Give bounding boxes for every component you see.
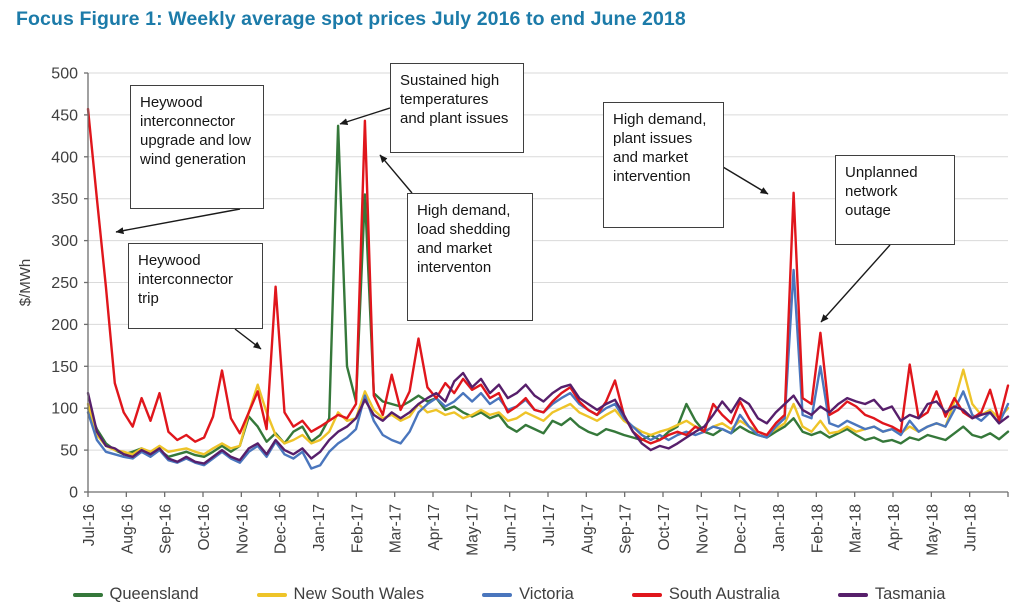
- legend-item-tasmania: Tasmania: [837, 585, 946, 604]
- y-axis-tick-label: 450: [51, 107, 78, 124]
- chart-axes: [84, 72, 1009, 497]
- y-axis-tick-label: 50: [60, 443, 78, 460]
- x-axis-tick-label: Jun-18: [963, 504, 980, 551]
- x-axis-tick-label: Jan-18: [771, 504, 788, 551]
- annotation-heywood-trip: Heywood interconnector trip: [128, 243, 263, 329]
- x-axis-tick-label: May-18: [924, 504, 941, 556]
- series-line-new-south-wales: [86, 368, 1010, 456]
- annotation-network-outage: Unplanned network outage: [835, 155, 955, 245]
- legend-swatch: [837, 592, 868, 597]
- x-axis-tick-label: Feb-18: [809, 504, 826, 553]
- annotation-arrow-2: [234, 328, 262, 350]
- legend-label: South Australia: [668, 585, 780, 603]
- x-axis-tick-label: Oct-16: [196, 504, 213, 551]
- legend-swatch: [72, 592, 103, 597]
- y-axis-tick-label: 150: [51, 359, 78, 376]
- annotation-arrows: [115, 107, 891, 350]
- y-axis-tick-label: 350: [51, 191, 78, 208]
- annotation-arrow-5: [722, 166, 769, 195]
- x-axis-tick-label: Jul-16: [81, 504, 98, 546]
- x-axis-tick-label: Apr-17: [426, 504, 443, 551]
- legend-label: Tasmania: [874, 585, 946, 603]
- annotation-heywood-upgrade: Heywood interconnector upgrade and low w…: [130, 85, 264, 209]
- chart-series: [86, 107, 1010, 470]
- annotation-arrow-6: [820, 244, 891, 323]
- legend-swatch: [631, 592, 662, 597]
- x-axis-tick-label: May-17: [464, 504, 481, 556]
- y-axis-tick-label: 300: [51, 233, 78, 250]
- series-line-tasmania: [86, 371, 1010, 465]
- x-axis-tick-label: Nov-16: [234, 504, 251, 554]
- x-axis-tick-label: Sep-17: [618, 504, 635, 554]
- y-axis-tick-label: 0: [69, 485, 78, 502]
- annotation-high-demand-2018: High demand, plant issues and market int…: [603, 102, 724, 228]
- legend-swatch: [256, 592, 287, 597]
- annotation-arrow-3: [339, 107, 391, 126]
- axis-labels: 0 50 100 150 200 250 300 350 400 450 500 Jul-16 Aug-…: [17, 66, 980, 556]
- legend-item-new-south-wales: New South Wales: [256, 585, 425, 604]
- y-axis-tick-label: 500: [51, 66, 78, 83]
- legend-swatch: [482, 592, 513, 597]
- annotation-high-temperatures: Sustained high temperatures and plant is…: [390, 63, 524, 153]
- legend-label: Queensland: [109, 585, 199, 603]
- annotation-load-shedding: High demand, load shedding and market in…: [407, 193, 533, 321]
- legend-label: New South Wales: [293, 585, 425, 603]
- line-chart-svg: 0 50 100 150 200 250 300 350 400 450 500 Jul-16 Aug-…: [17, 66, 1010, 556]
- x-axis-tick-label: Jan-17: [311, 504, 328, 551]
- x-axis-tick-label: Dec-17: [733, 504, 750, 554]
- x-axis-tick-label: Jun-17: [503, 504, 520, 551]
- figure-title: Focus Figure 1: Weekly average spot pric…: [16, 8, 686, 30]
- annotation-arrow-4: [379, 154, 413, 194]
- y-axis-tick-label: 400: [51, 149, 78, 166]
- x-axis-tick-label: Nov-17: [694, 504, 711, 554]
- y-axis-tick-label: 200: [51, 317, 78, 334]
- legend-label: Victoria: [519, 585, 574, 603]
- x-axis-tick-label: Mar-17: [388, 504, 405, 553]
- x-axis-tick-label: Jul-17: [541, 504, 558, 546]
- x-axis-tick-label: Dec-16: [273, 504, 290, 554]
- legend-item-victoria: Victoria: [482, 585, 574, 604]
- chart-legend: Queensland New South Wales Victoria South A…: [0, 585, 1018, 604]
- x-axis-tick-label: Feb-17: [349, 504, 366, 553]
- x-axis-tick-label: Sep-16: [158, 504, 175, 554]
- annotation-arrow-1: [115, 208, 241, 235]
- legend-item-south-australia: South Australia: [631, 585, 780, 604]
- y-axis-tick-label: 100: [51, 401, 78, 418]
- series-line-south-australia: [86, 107, 1010, 445]
- x-axis-tick-label: Mar-18: [848, 504, 865, 553]
- x-axis-tick-label: Aug-17: [579, 504, 596, 554]
- legend-item-queensland: Queensland: [72, 585, 199, 604]
- x-axis-tick-label: Aug-16: [119, 504, 136, 554]
- y-axis-tick-label: 250: [51, 275, 78, 292]
- y-axis-title: $/MWh: [17, 259, 34, 307]
- x-axis-tick-label: Oct-17: [656, 504, 673, 551]
- x-axis-tick-label: Apr-18: [886, 504, 903, 551]
